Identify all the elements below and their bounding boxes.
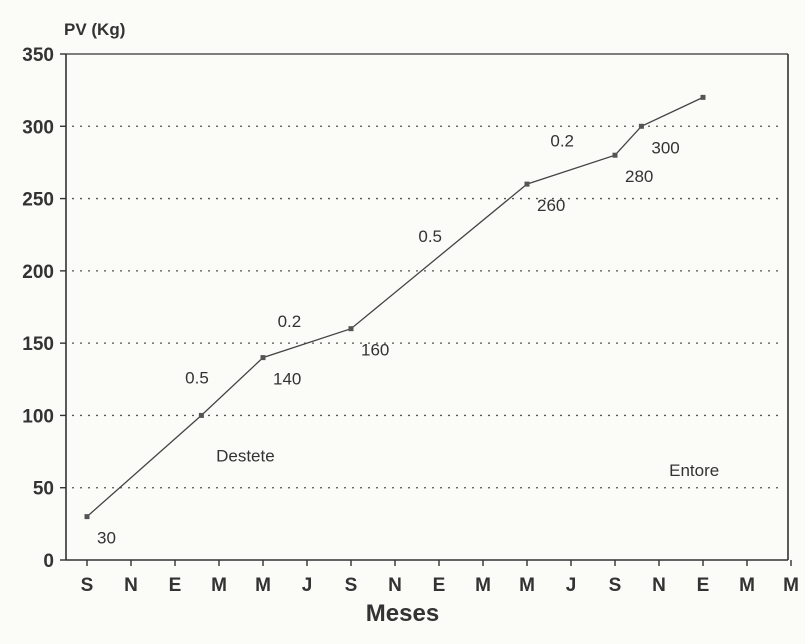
- series-line: [86, 96, 704, 518]
- x-tick-label: J: [566, 575, 577, 596]
- rate-label: 0.2: [278, 312, 302, 331]
- data-label: 140: [273, 370, 301, 389]
- data-label: 280: [625, 167, 653, 186]
- annotation: Entore: [669, 461, 719, 480]
- x-axis-title: Meses: [365, 600, 440, 627]
- x-tick-label: E: [169, 575, 182, 596]
- y-tick-label: 50: [33, 479, 54, 500]
- y-axis-title: PV (Kg): [64, 20, 126, 39]
- x-tick-label: J: [302, 575, 313, 596]
- data-label: 300: [651, 138, 679, 157]
- y-tick-label: 150: [22, 334, 54, 355]
- y-tick-label: 100: [22, 406, 54, 427]
- x-tick-label: E: [433, 575, 446, 596]
- rate-label: 0.5: [185, 369, 209, 388]
- x-tick-label: M: [211, 575, 227, 596]
- x-tick-label: M: [475, 575, 491, 596]
- x-tick-label: E: [697, 575, 710, 596]
- x-tick-label: S: [81, 575, 94, 596]
- y-tick-label: 300: [22, 117, 54, 138]
- data-label: 260: [537, 196, 565, 215]
- y-tick-label: 250: [22, 190, 54, 211]
- x-tick-label: N: [388, 575, 402, 596]
- data-point: [260, 355, 266, 361]
- y-tick-label: 200: [22, 262, 54, 283]
- axes-layer: [65, 53, 789, 561]
- grid-layer: [72, 125, 784, 489]
- data-label: 30: [97, 529, 116, 548]
- data-point: [524, 181, 530, 187]
- data-point: [638, 123, 644, 129]
- data-point: [84, 514, 90, 520]
- x-tick-label: M: [783, 575, 799, 596]
- data-point: [198, 412, 204, 418]
- rate-label: 0.2: [550, 132, 574, 151]
- x-tick-label: M: [519, 575, 535, 596]
- x-tick-label: S: [345, 575, 358, 596]
- x-tick-label: N: [124, 575, 138, 596]
- data-point: [612, 152, 618, 158]
- label-layer: 30 140 160 260 280 300 0.5 0.2 0.5 0.2 Destete Ento…: [97, 132, 719, 548]
- y-tick-label: 350: [22, 45, 54, 66]
- series-layer: [84, 94, 706, 520]
- y-tick-layer: 0 50 100 150 200 250 300 350: [22, 45, 66, 572]
- y-tick-label: 0: [43, 551, 54, 572]
- x-tick-label: N: [652, 575, 666, 596]
- rate-label: 0.5: [418, 227, 442, 246]
- x-tick-label: M: [255, 575, 271, 596]
- data-label: 160: [361, 341, 389, 360]
- x-tick-label: S: [609, 575, 622, 596]
- data-point: [700, 94, 706, 100]
- x-tick-label: M: [739, 575, 755, 596]
- data-point: [348, 326, 354, 332]
- annotation: Destete: [216, 447, 275, 466]
